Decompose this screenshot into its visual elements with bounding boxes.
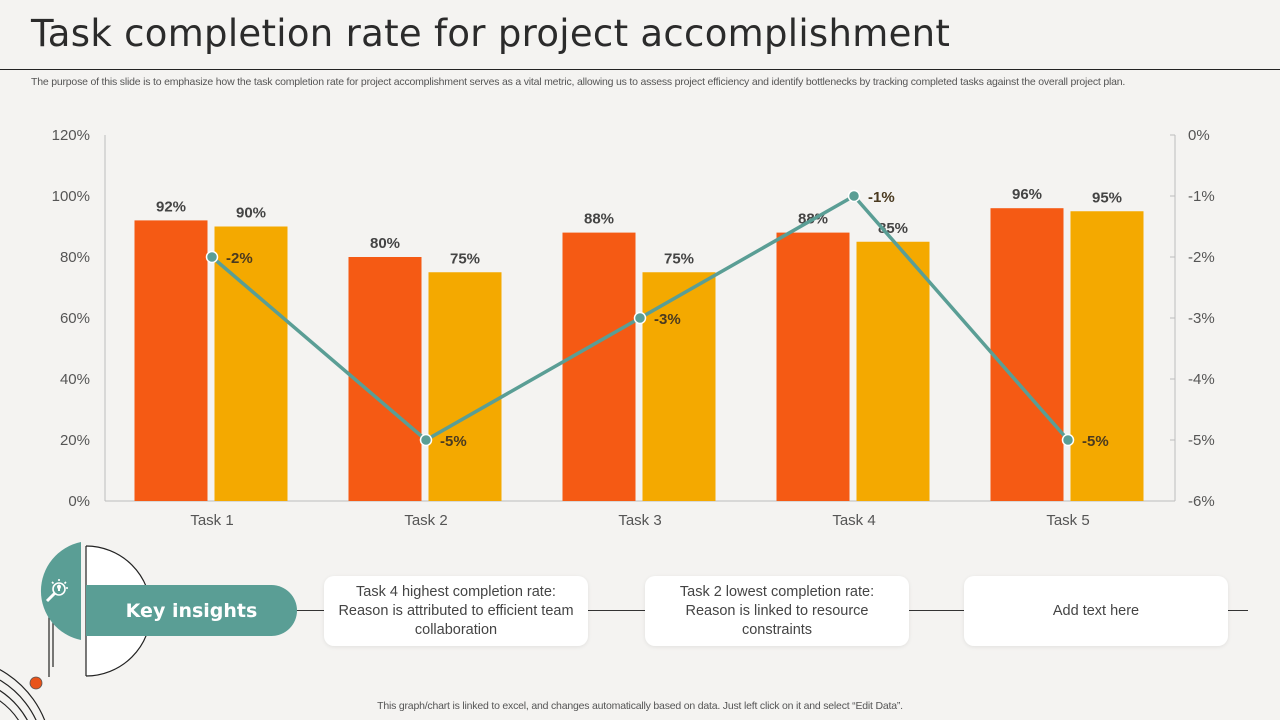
y-right-tick-label: -4% — [1188, 371, 1215, 388]
y-left-tick-label: 0% — [68, 493, 90, 510]
bar-2-3 — [642, 272, 716, 501]
bar-1-2 — [348, 257, 422, 501]
key-insights-label: Key insights — [86, 585, 297, 636]
bar-data-label: 75% — [450, 250, 480, 267]
bar-1-1 — [134, 220, 208, 501]
page-subtitle: The purpose of this slide is to emphasiz… — [31, 76, 1126, 88]
bar-2-4 — [856, 241, 930, 501]
x-tick-label: Task 4 — [832, 512, 875, 529]
line-data-label: -5% — [440, 433, 467, 450]
line-point-5 — [1061, 433, 1075, 447]
y-right-tick-label: -3% — [1188, 310, 1215, 327]
y-right-tick-label: -1% — [1188, 188, 1215, 205]
line-data-label: -3% — [654, 311, 681, 328]
bar-2-1 — [214, 226, 288, 501]
line-point-4 — [847, 189, 861, 203]
line-data-label: -1% — [868, 189, 895, 206]
title-divider — [0, 69, 1280, 70]
bar-1-4 — [776, 232, 850, 501]
bar-data-label: 75% — [664, 250, 694, 267]
y-right-tick-label: -2% — [1188, 249, 1215, 266]
bar-data-label: 96% — [1012, 186, 1042, 203]
insight-box-1[interactable]: Task 4 highest completion rate: Reason i… — [324, 576, 588, 646]
insight-box-2[interactable]: Task 2 lowest completion rate: Reason is… — [645, 576, 909, 646]
lightbulb-magnifier-icon — [42, 576, 72, 606]
y-left-tick-label: 60% — [60, 310, 90, 327]
line-point-3 — [633, 311, 647, 325]
footer-note: This graph/chart is linked to excel, and… — [377, 700, 903, 712]
y-left-tick-label: 40% — [60, 371, 90, 388]
y-right-tick-label: -6% — [1188, 493, 1215, 510]
bar-data-label: 92% — [156, 198, 186, 215]
bar-data-label: 80% — [370, 235, 400, 252]
page-title: Task completion rate for project accompl… — [31, 12, 951, 55]
insight-box-3[interactable]: Add text here — [964, 576, 1228, 646]
x-tick-label: Task 3 — [618, 512, 661, 529]
x-tick-label: Task 1 — [190, 512, 233, 529]
insight-text-2: Task 2 lowest completion rate: Reason is… — [679, 583, 875, 638]
y-left-tick-label: 100% — [52, 188, 90, 205]
bar-1-5 — [990, 208, 1064, 501]
bar-1-3 — [562, 232, 636, 501]
y-left-tick-label: 80% — [60, 249, 90, 266]
x-tick-label: Task 5 — [1046, 512, 1089, 529]
bar-2-5 — [1070, 211, 1144, 501]
combo-chart[interactable]: 0% 20% 40% 60% 80% 100% 120% -6% -5% -4% -3% -2% -1%… — [0, 0, 1280, 540]
line-data-label: -5% — [1082, 433, 1109, 450]
insight-text-1: Task 4 highest completion rate: Reason i… — [338, 583, 574, 638]
x-tick-label: Task 2 — [404, 512, 447, 529]
line-data-label: -2% — [226, 250, 253, 267]
line-point-2 — [419, 433, 433, 447]
insight-text-3: Add text here — [1052, 602, 1140, 619]
y-left-tick-label: 20% — [60, 432, 90, 449]
bar-2-2 — [428, 272, 502, 501]
line-point-1 — [205, 250, 219, 264]
bar-data-label: 88% — [584, 211, 614, 228]
y-right-tick-label: 0% — [1188, 127, 1210, 144]
y-left-tick-label: 120% — [52, 127, 90, 144]
y-right-tick-label: -5% — [1188, 432, 1215, 449]
bar-data-label: 95% — [1092, 189, 1122, 206]
bar-data-label: 90% — [236, 205, 266, 222]
